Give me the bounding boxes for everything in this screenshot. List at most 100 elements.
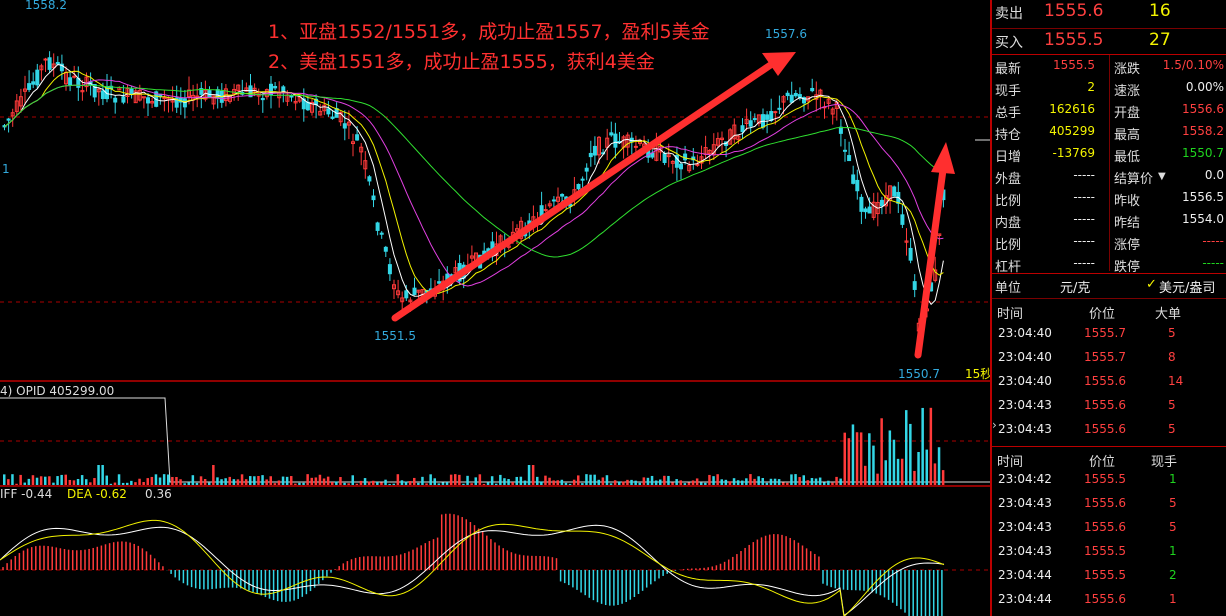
kline-chart-area[interactable]: 1、亚盘1552/1551多，成功止盈1557，盈利5美金 2、美盘1551多，… [0, 0, 990, 616]
volume-bar [290, 476, 293, 485]
candle-body [244, 87, 249, 92]
volume-bar [212, 465, 215, 485]
candle-body [863, 208, 868, 213]
volume-bar [753, 478, 756, 485]
sell-label: 卖出 [995, 6, 1023, 22]
candle-body [773, 111, 778, 114]
tick-row[interactable]: 23:04:43 1555.6 5 [992, 394, 1226, 418]
volume-bar [499, 474, 502, 485]
volume-bar [117, 474, 121, 485]
candle-body [838, 126, 843, 134]
volume-bar [847, 438, 851, 485]
volume-bar [626, 479, 629, 485]
candle-body [367, 176, 372, 182]
kline-chart[interactable]: 1、亚盘1552/1551多，成功止盈1557，盈利5美金 2、美盘1551多，… [0, 0, 990, 616]
volume-bar [97, 465, 100, 485]
candle-body [867, 206, 872, 214]
sell-row[interactable]: 卖出 1555.6 16 [992, 0, 1226, 27]
volume-bar [691, 480, 695, 485]
volume-bar [257, 476, 260, 485]
stat-row-left: 现手 2 [992, 77, 1109, 99]
volume-bar [466, 475, 469, 485]
volume-bar [482, 483, 486, 485]
stat-row-left: 外盘 ----- [992, 165, 1109, 187]
tick-volume: 2 [1169, 568, 1177, 582]
volume-bar [609, 483, 613, 485]
currency-toggle[interactable]: 美元/盎司 [1159, 281, 1216, 296]
volume-bar [224, 478, 227, 485]
tick-row[interactable]: 23:04:40 1555.7 5 [992, 322, 1226, 346]
volume-bar [60, 474, 63, 485]
candle-body [871, 201, 876, 218]
stat-value: 1555.5 [1053, 58, 1095, 72]
stat-value: 1550.7 [1182, 146, 1224, 160]
volume-bar [335, 481, 338, 485]
candle-body [592, 145, 597, 156]
candle-body [826, 98, 831, 104]
candle-body [744, 118, 749, 124]
candle-body [72, 75, 77, 78]
candle-body [683, 153, 688, 161]
tick-row[interactable]: 23:04:43 1555.6 5 [992, 492, 1226, 516]
annotation-line-2: 2、美盘1551多，成功止盈1555，获利4美金 [268, 51, 655, 73]
candle-body [338, 111, 343, 123]
stat-row-left: 比例 ----- [992, 231, 1109, 253]
volume-bar [105, 475, 108, 485]
volume-bar [85, 479, 88, 485]
volume-bar [191, 475, 195, 485]
volume-bar [790, 474, 793, 485]
tick-price: 1555.5 [1084, 472, 1126, 486]
stat-label: 比例 [995, 194, 1022, 209]
volume-bar [285, 476, 289, 485]
ticks2-header-price: 价位 [1089, 455, 1116, 470]
ticks1-header-time: 时间 [997, 307, 1024, 322]
tick-row[interactable]: 23:04:44 1555.5 2 [992, 564, 1226, 588]
candle-body [51, 63, 56, 69]
candle-body [129, 88, 134, 95]
volume-bar [884, 460, 887, 485]
trend-arrow-us [914, 142, 955, 359]
volume-bar [126, 482, 129, 485]
volume-bar [917, 451, 920, 485]
candle-body [346, 121, 351, 126]
stat-value: -13769 [1052, 146, 1095, 160]
stat-row-right: 涨停 ----- [1110, 231, 1226, 253]
volume-bar [523, 480, 527, 485]
interval-label[interactable]: 15秒 [965, 367, 990, 381]
tick-row[interactable]: 23:04:40 1555.6 14 [992, 370, 1226, 394]
candle-body [363, 160, 368, 170]
dropdown-arrow-icon[interactable]: ▼ [1158, 171, 1166, 182]
stat-label: 最新 [995, 62, 1022, 77]
volume-bar [199, 476, 203, 485]
candle-body [613, 133, 618, 148]
macd-diff-label: IFF -0.44 [0, 487, 52, 501]
tick-time: 23:04:44 [998, 568, 1052, 582]
tick-row[interactable]: 23:04:43 1555.5 1 [992, 540, 1226, 564]
volume-bar [613, 480, 617, 485]
tick-row[interactable]: 23:04:40 1555.7 8 [992, 346, 1226, 370]
tick-price: 1555.6 [1084, 374, 1126, 388]
buy-row[interactable]: 买入 1555.5 27 [992, 28, 1226, 55]
volume-bar [232, 479, 236, 485]
selection-arrow-icon: › [992, 418, 997, 432]
stat-value: ----- [1073, 212, 1095, 226]
tick-row[interactable]: 23:04:44 1555.6 1 [992, 588, 1226, 612]
volume-bar [749, 474, 752, 485]
tick-row[interactable]: 23:04:43 1555.6 5 [992, 418, 1226, 442]
volume-bar [732, 478, 736, 485]
volume-bar [474, 477, 477, 485]
candle-body [236, 84, 241, 92]
candle-body [904, 240, 909, 243]
volume-bar [937, 447, 941, 485]
candle-body [342, 123, 347, 129]
volume-bar [695, 478, 699, 485]
stat-label: 内盘 [995, 216, 1022, 231]
volume-bar [929, 407, 933, 485]
tick-row[interactable]: 23:04:42 1555.5 1 [992, 468, 1226, 492]
candle-body [765, 114, 770, 120]
volume-bar [564, 482, 568, 485]
volume-bar [568, 483, 572, 485]
tick-price: 1555.6 [1084, 496, 1126, 510]
tick-row[interactable]: 23:04:43 1555.6 5 [992, 516, 1226, 540]
volume-bar [228, 476, 231, 485]
